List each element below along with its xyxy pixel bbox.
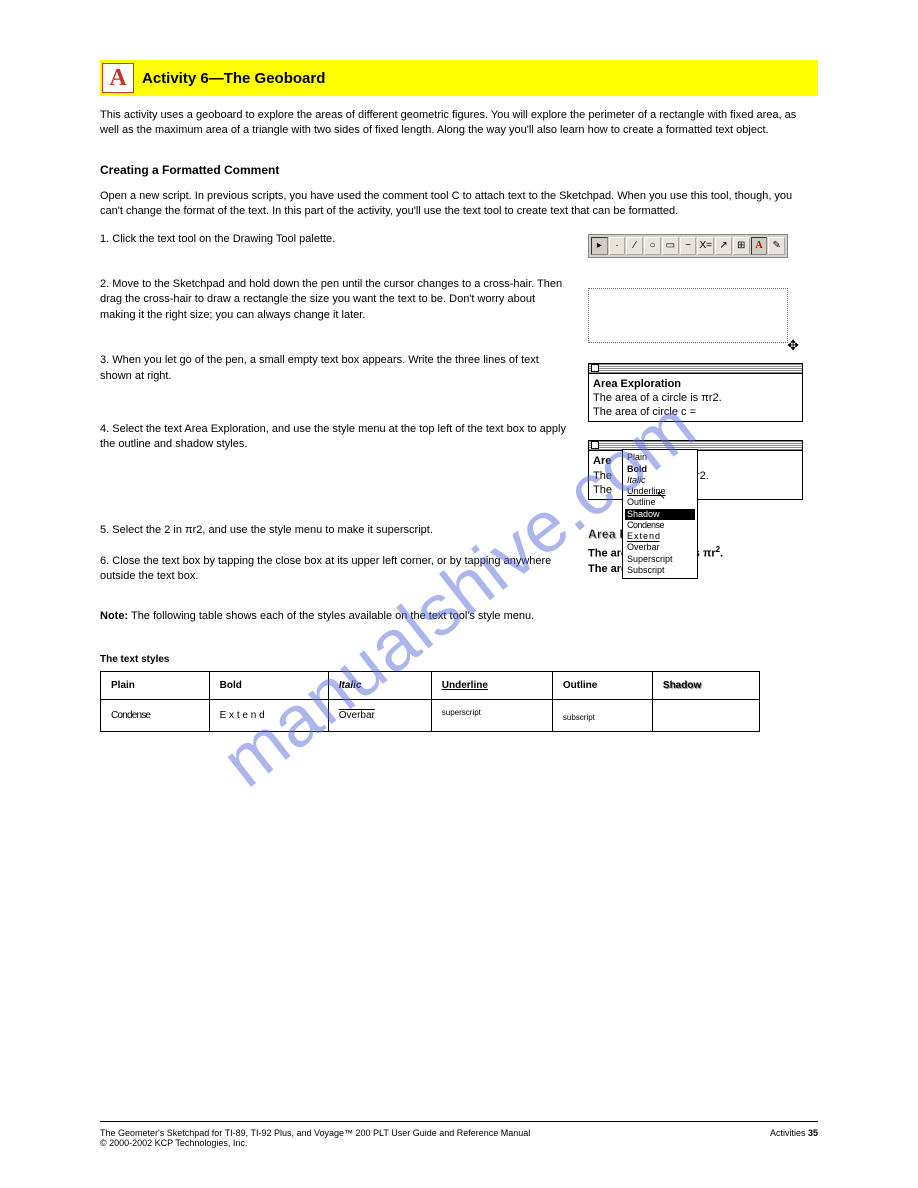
footer-left: The Geometer's Sketchpad for TI-89, TI-9… [100, 1128, 530, 1148]
page-footer: The Geometer's Sketchpad for TI-89, TI-9… [100, 1121, 818, 1148]
menu-item-condense[interactable]: Condense [627, 520, 693, 531]
style-menu-figure: Area Exploratin The area of cicle is πr2… [588, 440, 803, 500]
table-caption: The text styles [100, 654, 818, 665]
menu-item-subscript[interactable]: Subscript [627, 565, 693, 576]
logo-box: A [102, 63, 134, 93]
cell-plain: Plain [101, 672, 210, 700]
cell-superscript: superscript [431, 700, 552, 731]
textbox-line2: The area of a circle is πr2. [593, 391, 798, 405]
tool-curve-icon[interactable]: ~ [680, 237, 697, 255]
step-3: 3. When you let go of the pen, a small e… [100, 353, 568, 384]
menu-item-overbar[interactable]: Overbar [627, 542, 693, 553]
step-5: 5. Select the 2 in πr2, and use the styl… [100, 523, 568, 538]
tool-line-icon[interactable]: ∕ [626, 237, 643, 255]
step-6: 6. Close the text box by tapping the clo… [100, 554, 568, 585]
tool-grid-icon[interactable]: ⊞ [733, 237, 750, 255]
menu-item-plain[interactable]: Plain [627, 452, 693, 463]
cell-empty [652, 700, 759, 731]
textbox-line3: The area of circle c = [593, 405, 798, 419]
tool-rect-icon[interactable]: ▭ [662, 237, 679, 255]
note-text: Note: The following table shows each of … [100, 609, 818, 624]
cell-subscript: subscript [552, 700, 652, 731]
activity-title: Activity 6—The Geoboard [142, 70, 325, 87]
cell-outline: Outline [552, 672, 652, 700]
text-box-example: Area Exploration The area of a circle is… [588, 363, 803, 423]
figures-column: ▸ · ∕ ○ ▭ ~ X= ↗ ⊞ A ✎ ✥ Area Exploratio… [588, 232, 818, 599]
textbox-line1: Area Exploration [593, 377, 798, 391]
tool-circle-icon[interactable]: ○ [644, 237, 661, 255]
cell-extend: E x t e n d [209, 700, 328, 731]
tool-point-icon[interactable]: · [609, 237, 626, 255]
cell-condense: Condense [101, 700, 210, 731]
table-row: Plain Bold Italic Underline Outline Shad… [101, 672, 760, 700]
close-icon[interactable] [591, 364, 599, 372]
step-1: 1. Click the text tool on the Drawing To… [100, 232, 568, 247]
section-text: Open a new script. In previous scripts, … [100, 189, 818, 220]
intro-text: This activity uses a geoboard to explore… [100, 108, 818, 139]
menu-item-superscript[interactable]: Superscript [627, 554, 693, 565]
menu-item-bold[interactable]: Bold [627, 464, 693, 475]
two-column-layout: 1. Click the text tool on the Drawing To… [100, 232, 818, 599]
menu-item-extend[interactable]: Extend [627, 531, 693, 542]
page: A Activity 6—The Geoboard This activity … [0, 0, 918, 1188]
cursor-arrow-icon: ↖ [656, 488, 666, 502]
steps-column: 1. Click the text tool on the Drawing To… [100, 232, 568, 599]
cell-underline: Underline [431, 672, 552, 700]
cell-shadow: Shadow [652, 672, 759, 700]
tool-text-icon[interactable]: A [751, 237, 768, 255]
tool-arrow-icon[interactable]: ↗ [715, 237, 732, 255]
table-row: Condense E x t e n d Overbar superscript… [101, 700, 760, 731]
move-cursor-icon: ✥ [787, 337, 799, 354]
textbox-titlebar [589, 364, 802, 374]
footer-right: Activities 35 [770, 1128, 818, 1148]
menu-item-italic[interactable]: Italic [627, 475, 693, 486]
style-menu-popup: Plain Bold Italic Underline Outline Shad… [622, 449, 698, 579]
cell-bold: Bold [209, 672, 328, 700]
tool-pointer-icon[interactable]: ▸ [591, 237, 608, 255]
cell-italic: Italic [328, 672, 431, 700]
section-heading: Creating a Formatted Comment [100, 163, 818, 177]
step-2: 2. Move to the Sketchpad and hold down t… [100, 277, 568, 323]
menu-item-shadow[interactable]: Shadow [625, 509, 695, 520]
header-band: A Activity 6—The Geoboard [100, 60, 818, 96]
logo-letter: A [109, 65, 126, 92]
styles-table: Plain Bold Italic Underline Outline Shad… [100, 671, 760, 731]
close-icon-2[interactable] [591, 441, 599, 449]
step-4: 4. Select the text Area Exploration, and… [100, 422, 568, 453]
cell-overbar: Overbar [328, 700, 431, 731]
tool-pencil-icon[interactable]: ✎ [768, 237, 785, 255]
drawing-toolbar: ▸ · ∕ ○ ▭ ~ X= ↗ ⊞ A ✎ [588, 234, 788, 258]
drag-rectangle: ✥ [588, 288, 788, 343]
tool-equation-icon[interactable]: X= [697, 237, 714, 255]
